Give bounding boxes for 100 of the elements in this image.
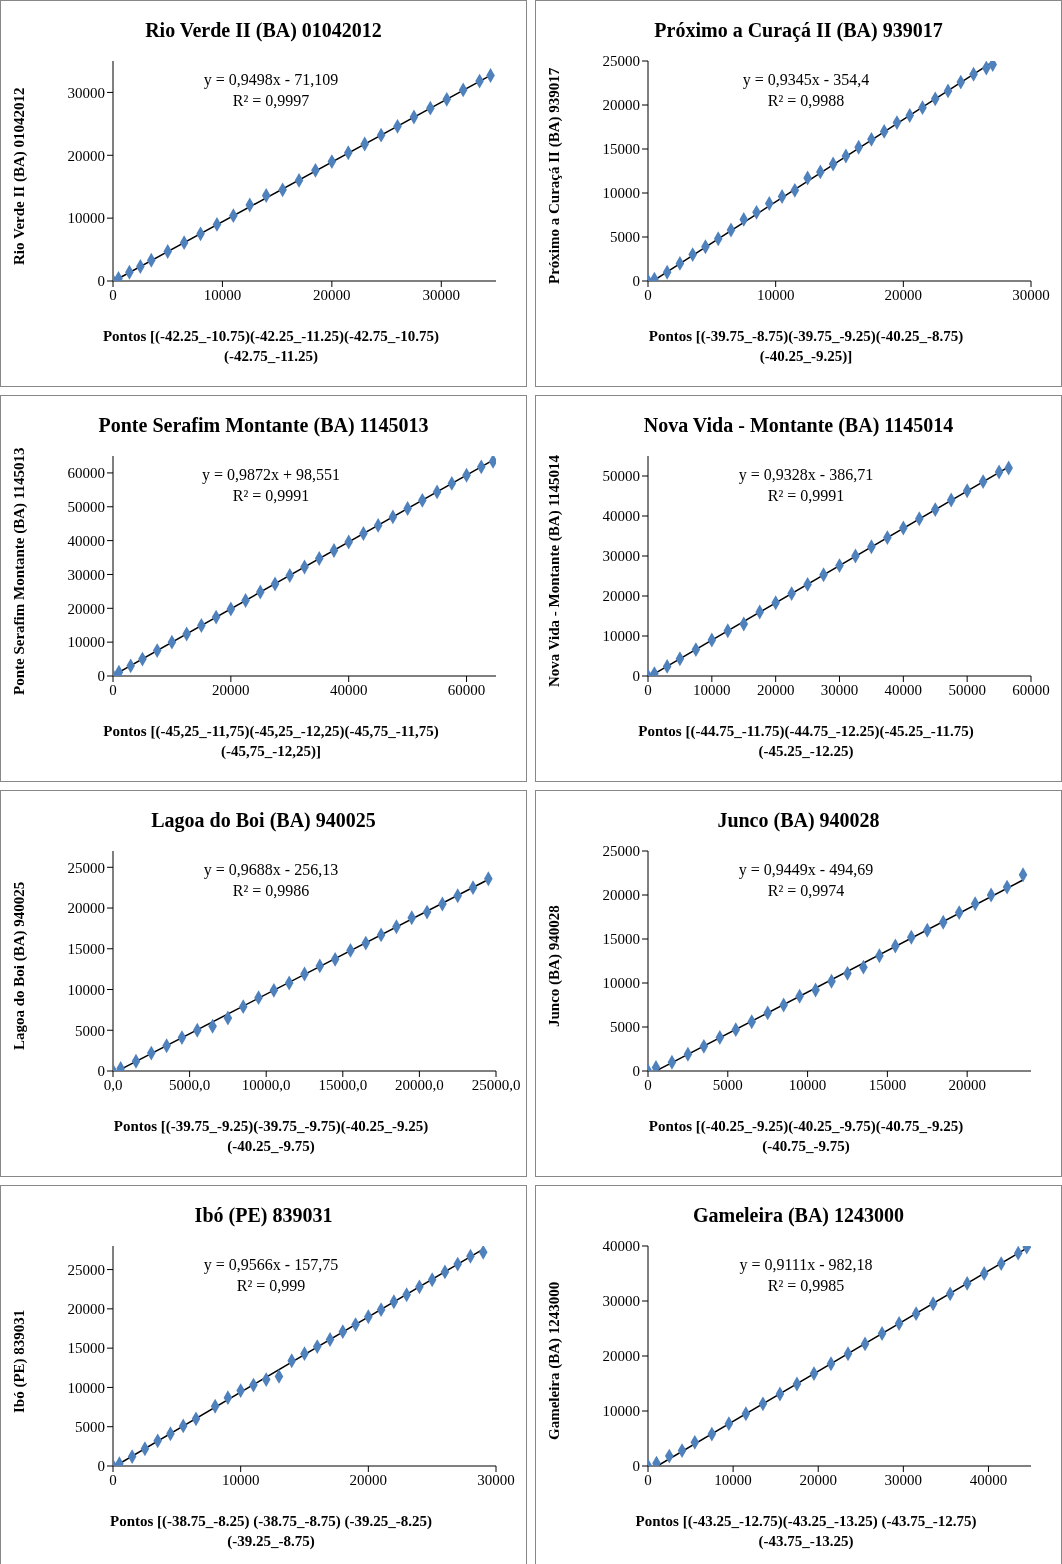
y-tick-label: 0 bbox=[97, 273, 105, 290]
x-tick-label: 5000 bbox=[712, 1076, 743, 1093]
x-tick-label: 10000,0 bbox=[241, 1076, 291, 1093]
y-tick-label: 5000 bbox=[75, 1022, 105, 1039]
x-tick-label: 30000 bbox=[820, 681, 859, 698]
y-tick-label: 25000 bbox=[67, 859, 105, 876]
y-tick-label: 0 bbox=[97, 1458, 105, 1475]
x-tick-label: 0,0 bbox=[103, 1076, 123, 1093]
y-tick-label: 25000 bbox=[602, 843, 640, 860]
x-tick-label: 60000 bbox=[1012, 681, 1050, 698]
x-tick-label: 0 bbox=[644, 286, 652, 303]
y-tick-label: 0 bbox=[632, 668, 640, 685]
y-tick-label: 20000 bbox=[602, 588, 640, 605]
y-tick-label: 40000 bbox=[67, 532, 105, 549]
x-tick-label: 0 bbox=[644, 1076, 652, 1093]
annotation: R² = 0,9974 bbox=[766, 881, 846, 901]
y-tick-label: 40000 bbox=[602, 508, 640, 525]
x-tick-label: 20000 bbox=[884, 286, 923, 303]
annotation: y = 0,9498x - 71,109 bbox=[202, 70, 340, 90]
y-tick-label: 10000 bbox=[602, 185, 640, 202]
x-tick-label: 0 bbox=[644, 1471, 652, 1488]
x-tick-label: 40000 bbox=[329, 681, 368, 698]
x-tick-label: 20000 bbox=[313, 286, 351, 303]
x-tick-label: 20000 bbox=[349, 1471, 388, 1488]
annotation: y = 0,9449x - 494,69 bbox=[737, 860, 875, 880]
annotation: y = 0,9345x - 354,4 bbox=[741, 70, 871, 90]
chart-title: Ibó (PE) 839031 bbox=[193, 1204, 334, 1227]
y-tick-label: 5000 bbox=[610, 229, 640, 246]
chart-title: Ponte Serafim Montante (BA) 1145013 bbox=[97, 414, 430, 437]
x-tick-label: 0 bbox=[644, 681, 652, 698]
x-tick-label: 20000,0 bbox=[395, 1076, 444, 1093]
y-tick-label: 50000 bbox=[67, 499, 105, 516]
x-tick-label: 10000 bbox=[788, 1076, 827, 1093]
y-tick-label: 20000 bbox=[67, 900, 105, 917]
x-axis-title: Pontos [(-39.75_-8.75)(-39.75_-9.25)(-40.25_-8.75)(-40.25_-9.25)] bbox=[647, 327, 965, 366]
annotation: R² = 0,9986 bbox=[231, 881, 311, 901]
y-tick-label: 10000 bbox=[67, 981, 105, 998]
x-tick-label: 15000,0 bbox=[318, 1076, 368, 1093]
x-tick-label: 0 bbox=[109, 1471, 117, 1488]
chart-title: Gameleira (BA) 1243000 bbox=[691, 1204, 906, 1227]
x-tick-label: 10000 bbox=[693, 681, 731, 698]
y-tick-label: 20000 bbox=[67, 147, 105, 164]
y-tick-label: 15000 bbox=[67, 941, 105, 958]
y-tick-label: 15000 bbox=[67, 1340, 105, 1357]
y-tick-label: 5000 bbox=[75, 1419, 105, 1436]
y-tick-label: 30000 bbox=[67, 84, 105, 101]
x-tick-label: 20000 bbox=[756, 681, 795, 698]
y-tick-label: 25000 bbox=[602, 53, 640, 70]
y-tick-label: 30000 bbox=[67, 566, 105, 583]
x-tick-label: 40000 bbox=[884, 681, 923, 698]
x-axis-title: Pontos [(-40.25_-9.25)(-40.25_-9.75)(-40.75_-9.25)(-40.75_-9.75) bbox=[647, 1117, 965, 1156]
y-tick-label: 10000 bbox=[602, 628, 640, 645]
annotation: y = 0,9566x - 157,75 bbox=[202, 1255, 340, 1275]
y-tick-label: 0 bbox=[97, 1063, 105, 1080]
chart-title: Rio Verde II (BA) 01042012 bbox=[144, 19, 383, 42]
x-tick-label: 30000 bbox=[1012, 286, 1050, 303]
y-tick-label: 0 bbox=[632, 1063, 640, 1080]
y-tick-label: 0 bbox=[97, 668, 105, 685]
y-tick-label: 20000 bbox=[602, 97, 640, 114]
x-tick-label: 0 bbox=[109, 681, 117, 698]
x-tick-label: 30000 bbox=[477, 1471, 515, 1488]
y-tick-label: 5000 bbox=[610, 1019, 640, 1036]
x-tick-label: 20000 bbox=[799, 1471, 837, 1488]
x-tick-label: 25000,0 bbox=[471, 1076, 521, 1093]
chart-title: Lagoa do Boi (BA) 940025 bbox=[150, 809, 377, 832]
chart-title: Junco (BA) 940028 bbox=[716, 809, 881, 832]
y-tick-label: 50000 bbox=[602, 468, 640, 485]
x-axis-title: Pontos [(-44.75_-11.75)(-44.75_-12.25)(-45.25_-11.75)(-45.25_-12.25) bbox=[637, 722, 975, 761]
annotation: y = 0,9688x - 256,13 bbox=[202, 860, 340, 880]
y-tick-label: 15000 bbox=[602, 931, 640, 948]
annotation: y = 0,9328x - 386,71 bbox=[737, 465, 875, 485]
y-tick-label: 25000 bbox=[67, 1261, 105, 1278]
y-axis-title: Ibó (PE) 839031 bbox=[11, 1308, 28, 1415]
y-tick-label: 20000 bbox=[602, 1348, 640, 1365]
y-tick-label: 40000 bbox=[602, 1238, 640, 1255]
x-tick-label: 60000 bbox=[447, 681, 486, 698]
y-tick-label: 20000 bbox=[67, 1301, 105, 1318]
chart-title: Nova Vida - Montante (BA) 1145014 bbox=[642, 414, 955, 437]
y-tick-label: 10000 bbox=[67, 210, 105, 227]
y-tick-label: 10000 bbox=[602, 1403, 640, 1420]
x-axis-title: Pontos [(-45,25_-11,75)(-45,25_-12,25)(-45,75_-11,75)(-45,75_-12,25)] bbox=[102, 722, 440, 761]
x-axis-title: Pontos [(-39.75_-9.25)(-39.75_-9.75)(-40.25_-9.25)(-40.25_-9.75) bbox=[112, 1117, 430, 1156]
x-tick-label: 30000 bbox=[884, 1471, 923, 1488]
y-tick-label: 30000 bbox=[602, 548, 640, 565]
annotation: R² = 0,9985 bbox=[766, 1276, 846, 1296]
y-tick-label: 30000 bbox=[602, 1293, 640, 1310]
y-axis-title: Rio Verde II (BA) 01042012 bbox=[11, 86, 28, 267]
x-tick-label: 10000 bbox=[756, 286, 795, 303]
x-tick-label: 15000 bbox=[868, 1076, 907, 1093]
y-axis-title: Gameleira (BA) 1243000 bbox=[546, 1280, 563, 1443]
x-axis-title: Pontos [(-43.25_-12.75)(-43.25_-13.25) (-43.75_-12.75)(-43.75_-13.25) bbox=[634, 1512, 978, 1551]
y-axis-title: Próximo a Curaçá II (BA) 939017 bbox=[546, 66, 563, 287]
y-axis-title: Junco (BA) 940028 bbox=[546, 904, 563, 1029]
y-tick-label: 10000 bbox=[602, 975, 640, 992]
point bbox=[478, 1246, 488, 1260]
annotation: R² = 0,9988 bbox=[766, 91, 846, 111]
annotation: R² = 0,9997 bbox=[231, 91, 311, 111]
x-tick-label: 10000 bbox=[221, 1471, 260, 1488]
x-tick-label: 5000,0 bbox=[168, 1076, 211, 1093]
y-tick-label: 10000 bbox=[67, 634, 105, 651]
